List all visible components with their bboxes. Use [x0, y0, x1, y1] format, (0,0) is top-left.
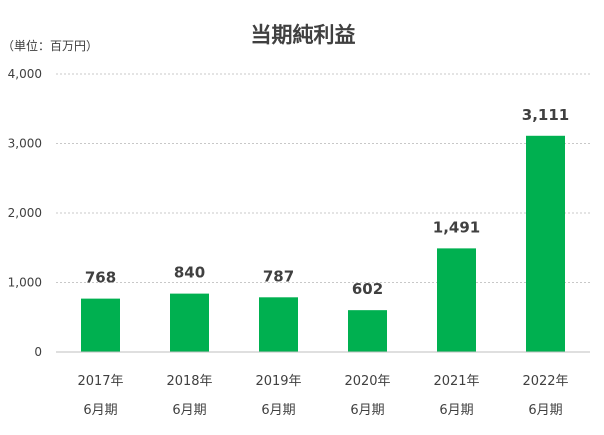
- bar: [348, 310, 387, 352]
- x-tick-label-year: 2022年: [522, 374, 568, 389]
- data-labels: 768 840 787 602 1,491 3,111: [85, 106, 569, 298]
- data-label: 787: [263, 267, 294, 285]
- x-tick-label-period: 6月期: [261, 403, 295, 418]
- x-axis-tick-labels: 2017年 6月期 2018年 6月期 2019年 6月期 2020年 6月期 2021年 6月期…: [77, 374, 568, 418]
- data-label: 840: [174, 264, 205, 282]
- x-tick-label-period: 6月期: [528, 403, 562, 418]
- x-tick-label-period: 6月期: [172, 403, 206, 418]
- data-label: 1,491: [433, 218, 480, 236]
- bar: [259, 297, 298, 352]
- data-label: 768: [85, 269, 116, 287]
- x-tick-label-period: 6月期: [83, 403, 117, 418]
- data-label: 3,111: [522, 106, 569, 124]
- bar: [81, 298, 120, 352]
- x-tick-label-period: 6月期: [350, 403, 384, 418]
- y-axis-tick-labels: 0 1,000 2,000 3,000 4,000: [8, 67, 42, 359]
- bar: [170, 293, 209, 352]
- data-label: 602: [352, 280, 383, 298]
- y-tick-label: 2,000: [8, 206, 42, 220]
- x-tick-label-year: 2019年: [255, 374, 301, 389]
- unit-label: （単位：百万円）: [2, 38, 98, 53]
- bar: [437, 248, 476, 352]
- x-tick-label-year: 2021年: [433, 374, 479, 389]
- x-tick-label-year: 2018年: [166, 374, 212, 389]
- y-tick-label: 3,000: [8, 137, 42, 151]
- x-tick-label-year: 2020年: [344, 374, 390, 389]
- bar: [526, 135, 565, 352]
- y-tick-label: 1,000: [8, 276, 42, 290]
- y-tick-label: 4,000: [8, 67, 42, 81]
- y-tick-label: 0: [34, 345, 42, 359]
- bars: [81, 135, 565, 352]
- chart-title: 当期純利益: [251, 23, 356, 47]
- x-tick-label-year: 2017年: [77, 374, 123, 389]
- gridlines: [56, 73, 590, 283]
- x-tick-label-period: 6月期: [439, 403, 473, 418]
